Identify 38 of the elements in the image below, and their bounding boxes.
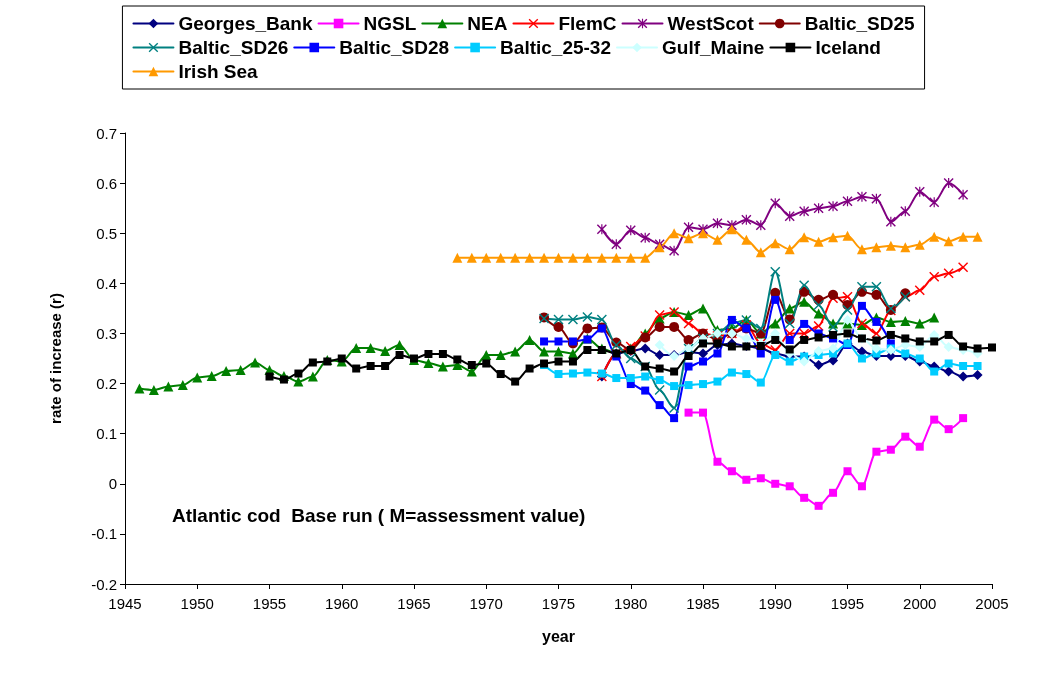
x-tick-label: 1950 xyxy=(180,595,214,612)
y-tick-label: 0.5 xyxy=(96,224,117,242)
y-axis-title: rate of increase (r) xyxy=(47,293,64,424)
y-tick-label: 0.6 xyxy=(96,174,117,192)
y-tick-label: -0.1 xyxy=(91,525,117,543)
x-tick-label: 1980 xyxy=(614,595,648,612)
x-tick-label: 1990 xyxy=(758,595,792,612)
y-tick-label: 0.1 xyxy=(96,425,117,443)
legend-label: FlemC xyxy=(558,13,617,34)
legend-label: NGSL xyxy=(363,13,417,34)
annotation: Atlantic cod Base run ( M=assessment value) xyxy=(172,505,586,526)
legend-label: Gulf_Maine xyxy=(662,37,765,58)
x-tick-label: 1960 xyxy=(325,595,359,612)
legend-label: Baltic_SD25 xyxy=(804,13,915,34)
legend-label: Irish Sea xyxy=(178,61,259,82)
x-tick-label: 2005 xyxy=(975,595,1009,612)
legend-label: WestScot xyxy=(667,13,755,34)
x-axis-title: year xyxy=(542,627,575,645)
legend-label: Baltic_SD28 xyxy=(339,37,450,58)
y-tick-label: 0.3 xyxy=(96,324,117,342)
x-tick-label: 1945 xyxy=(108,595,142,612)
y-tick-label: 0.4 xyxy=(96,274,117,292)
legend-label: Baltic_25-32 xyxy=(500,37,612,58)
y-tick-label: 0.2 xyxy=(96,375,117,393)
x-tick-label: 1985 xyxy=(686,595,720,612)
x-tick-label: 1965 xyxy=(397,595,431,612)
legend-label: Georges_Bank xyxy=(178,13,313,34)
x-tick-label: 1995 xyxy=(830,595,865,612)
x-tick-label: 1975 xyxy=(541,595,576,612)
x-tick-label: 2000 xyxy=(903,595,937,612)
legend-label: NEA xyxy=(467,13,508,34)
y-tick-label: -0.2 xyxy=(91,575,117,593)
legend-label: Baltic_SD26 xyxy=(178,37,289,58)
legend-label: Iceland xyxy=(815,37,881,58)
x-tick-label: 1955 xyxy=(252,595,287,612)
y-tick-label: 0 xyxy=(108,475,117,493)
x-tick-label: 1970 xyxy=(469,595,503,612)
y-tick-label: 0.7 xyxy=(96,124,117,142)
